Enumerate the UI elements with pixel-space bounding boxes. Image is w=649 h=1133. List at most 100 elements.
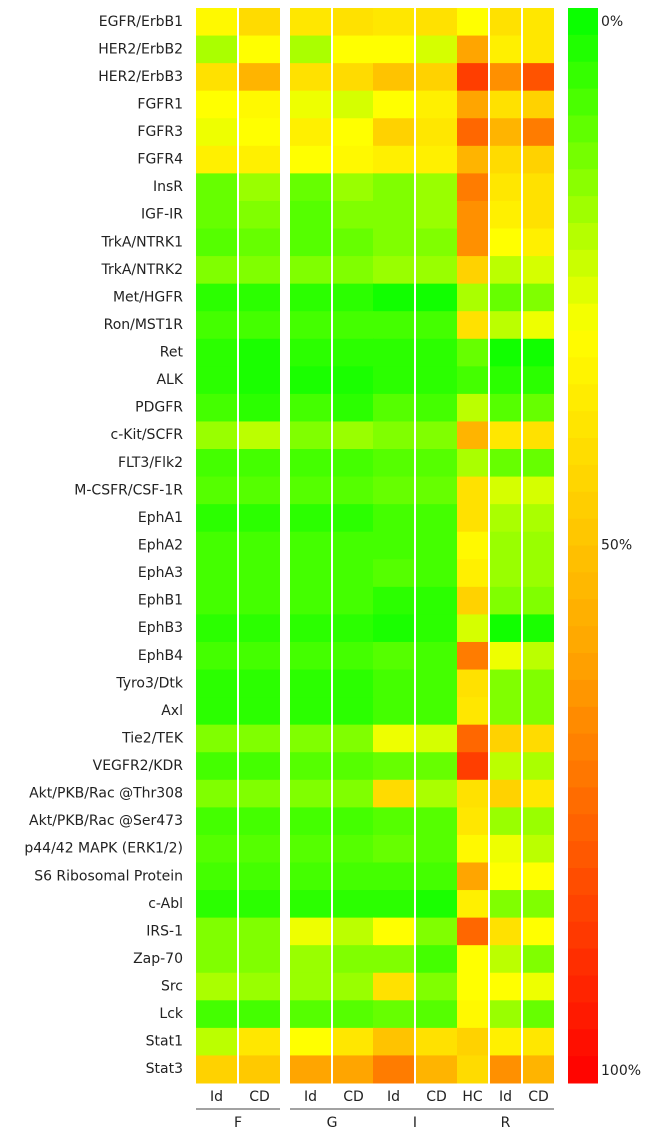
colorbar-step [568,760,598,788]
heat-cell [523,972,554,1001]
heat-cell [239,90,280,119]
heat-cell [457,972,488,1001]
heat-cell [523,917,554,946]
heat-cell [290,8,331,37]
heat-cell [457,890,488,919]
heat-cell [523,614,554,643]
heat-cell [333,35,374,64]
heat-cell [490,283,521,312]
heat-cell [239,35,280,64]
heat-cell [333,63,374,92]
heat-cell [196,366,237,395]
heat-cell [523,559,554,588]
row-label: FLT3/Flk2 [118,455,183,471]
heat-cell [239,724,280,753]
heat-cell [457,945,488,974]
heat-cell [333,641,374,671]
heat-cell [239,559,280,588]
heat-cell [290,614,331,643]
row-label: VEGFR2/KDR [93,758,184,774]
heat-cell [416,283,457,312]
heat-cell [290,559,331,588]
heat-cell [373,834,414,863]
heat-cell [290,917,331,946]
heat-cell [457,449,488,478]
colorbar-tick-label: 50% [601,538,632,554]
heat-cell [239,779,280,808]
heat-cell [523,586,554,615]
heat-cell [290,35,331,64]
heat-cell [196,35,237,64]
colorbar-step [568,599,598,627]
heat-cell [333,724,374,753]
heat-cell [490,586,521,615]
colorbar-step [568,1029,598,1057]
heat-cell [490,890,521,919]
heat-cell [490,779,521,808]
heat-cell [333,862,374,891]
heat-cell [490,752,521,781]
row-label: EphA3 [138,565,183,581]
heat-cell [239,476,280,505]
heat-cell [416,834,457,863]
heat-cell [490,200,521,230]
colorbar-step [568,169,598,197]
row-label: PDGFR [135,400,183,416]
heat-cell [333,90,374,119]
heat-cell [196,972,237,1001]
heat-cell [457,338,488,367]
heat-cell [290,972,331,1001]
heat-cell [523,421,554,450]
heat-cell [196,917,237,946]
row-label: Axl [161,703,183,719]
row-label: Src [161,979,183,995]
heat-cell [373,228,414,257]
heat-cell [196,228,237,257]
heat-cell [416,972,457,1001]
heat-cell [239,118,280,147]
heat-cell [373,945,414,974]
heat-cell [457,752,488,781]
heat-cell [523,1027,554,1056]
heat-cell [196,641,237,671]
heat-cell [373,145,414,174]
heat-cell [290,90,331,119]
row-label: Tyro3/Dtk [115,675,184,691]
heat-cell [373,917,414,946]
heat-cell [416,779,457,808]
heat-cell [490,35,521,64]
heat-cell [523,890,554,919]
heat-cell [196,8,237,37]
heat-cell [196,90,237,119]
heat-cell [416,476,457,505]
row-label: p44/42 MAPK (ERK1/2) [24,841,183,857]
heat-cell [196,559,237,588]
colorbar-step [568,384,598,412]
row-label: IGF-IR [141,207,183,223]
heat-cell [333,697,374,726]
heat-cell [490,311,521,340]
heat-cell [373,752,414,781]
heat-cell [196,669,237,698]
heat-cell [373,366,414,395]
column-label: Id [304,1089,317,1105]
heat-cell [523,200,554,230]
heat-cell [239,228,280,257]
heat-cell [416,173,457,202]
heat-cell [373,421,414,450]
heat-cell [333,1000,374,1029]
heat-cell [457,614,488,643]
heat-cell [290,1027,331,1056]
heat-cell [373,8,414,37]
heat-cell [416,559,457,588]
colorbar-step [568,438,598,466]
heat-cell [333,559,374,588]
heat-cell [196,862,237,891]
heat-cell [457,8,488,37]
heat-cell [490,697,521,726]
colorbar-step [568,921,598,950]
heat-cell [523,338,554,367]
column-label: HC [462,1089,483,1105]
heat-cell [373,559,414,588]
